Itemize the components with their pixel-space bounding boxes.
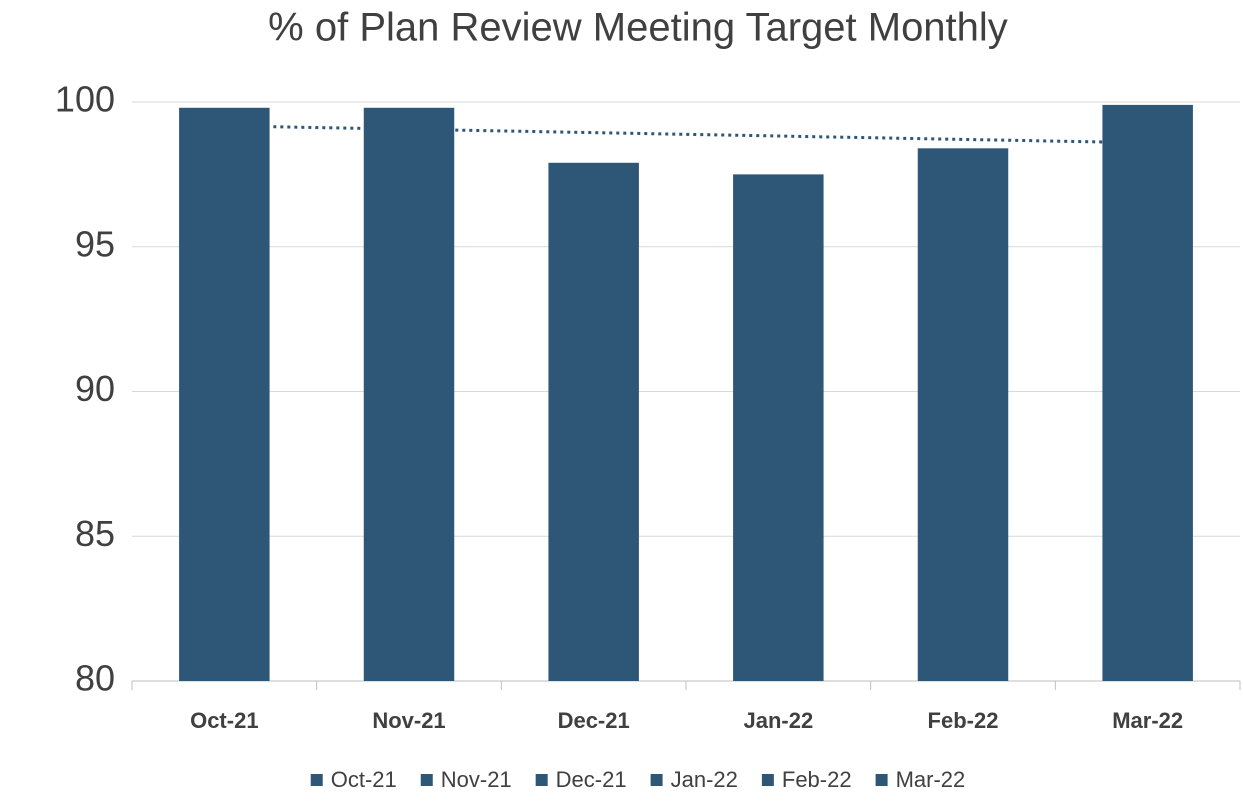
y-tick-label: 80 — [75, 658, 115, 699]
legend-label: Jan-22 — [671, 767, 738, 792]
legend-swatch — [875, 774, 888, 786]
x-tick-label: Mar-22 — [1112, 708, 1183, 733]
x-tick-label: Nov-21 — [372, 708, 445, 733]
legend-label: Nov-21 — [441, 767, 512, 792]
y-tick-label: 95 — [75, 223, 115, 264]
bar — [1102, 104, 1193, 681]
legend-swatch — [650, 774, 663, 786]
y-tick-label: 90 — [75, 368, 115, 409]
x-tick-label: Dec-21 — [558, 708, 630, 733]
trendline — [224, 124, 1148, 145]
bar — [917, 148, 1009, 681]
y-tick-label: 85 — [75, 513, 115, 554]
legend-swatch — [761, 774, 774, 786]
legend-swatch — [535, 774, 548, 786]
legend-label: Mar-22 — [896, 767, 966, 792]
x-tick-label: Oct-21 — [190, 708, 258, 733]
y-tick-label: 100 — [55, 79, 115, 120]
bar — [733, 174, 824, 681]
legend-swatch — [310, 774, 323, 786]
legend-label: Feb-22 — [782, 767, 852, 792]
chart-title: % of Plan Review Meeting Target Monthly — [268, 6, 1008, 50]
legend-swatch — [420, 774, 433, 786]
x-tick-label: Jan-22 — [743, 708, 813, 733]
legend-label: Oct-21 — [331, 767, 397, 792]
bar — [548, 162, 639, 682]
x-tick-label: Feb-22 — [928, 708, 999, 733]
legend-label: Dec-21 — [556, 767, 627, 792]
bar — [363, 107, 455, 682]
bar — [179, 107, 270, 682]
